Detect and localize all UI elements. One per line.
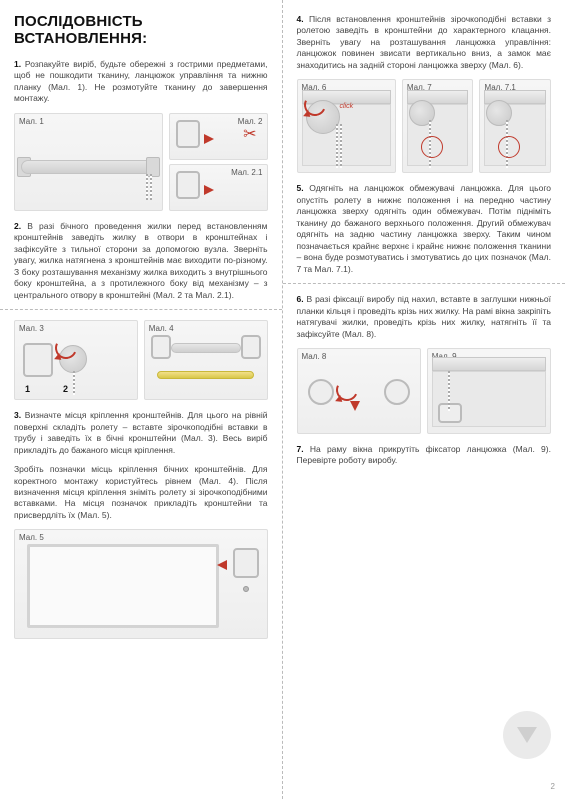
figure-6: Мал. 6 click: [297, 79, 396, 173]
figure-label: Мал. 8: [302, 352, 327, 363]
right-column: 4. Після встановлення кронштейнів зірочк…: [283, 0, 565, 799]
figure-strip-3: Мал. 5: [14, 529, 268, 639]
figure-strip-5: Мал. 8 Мал. 9: [297, 348, 552, 434]
figure-label: Мал. 5: [19, 533, 44, 544]
step-3b-text: Зробіть позначки місць кріплення бічних …: [14, 464, 268, 521]
figure-9: Мал. 9: [427, 348, 551, 434]
figure-strip-4: Мал. 6 click Мал. 7 Мал. 7.1: [297, 79, 552, 173]
step-5-text: 5. Одягніть на ланцюжок обмежувачі ланцю…: [297, 183, 552, 275]
figure-label: Мал. 1: [19, 117, 44, 128]
figure-4: Мал. 4: [144, 320, 268, 400]
step-7-text: 7. На раму вікна прикрутіть фіксатор лан…: [297, 444, 552, 467]
figure-2-1: Мал. 2.1: [169, 164, 267, 211]
figure-strip-2: Мал. 3 1 2 Мал. 4: [14, 320, 268, 400]
figure-7: Мал. 7: [402, 79, 474, 173]
figure-label: Мал. 2.1: [231, 168, 262, 179]
figure-label: Мал. 4: [149, 324, 174, 335]
instruction-page: ПОСЛІДОВНІСТЬ ВСТАНОВЛЕННЯ: 1. Розпакуйт…: [0, 0, 565, 799]
step-6-text: 6. В разі фіксації виробу під нахил, вст…: [297, 294, 552, 340]
figure-label: Мал. 3: [19, 324, 44, 335]
figure-5: Мал. 5: [14, 529, 268, 639]
figure-7-1: Мал. 7.1: [479, 79, 551, 173]
figure-8: Мал. 8: [297, 348, 421, 434]
step-1-text: 1. Розпакуйте виріб, будьте обережні з г…: [14, 59, 268, 105]
click-label: click: [340, 102, 354, 111]
page-title: ПОСЛІДОВНІСТЬ ВСТАНОВЛЕННЯ:: [14, 14, 268, 47]
scissors-icon: ✂: [243, 124, 256, 146]
figure-strip-1: Мал. 1 Мал. 2 ✂ Мал. 2.1: [14, 113, 268, 211]
figure-1: Мал. 1: [14, 113, 163, 211]
page-number: 2: [551, 782, 555, 793]
left-column: ПОСЛІДОВНІСТЬ ВСТАНОВЛЕННЯ: 1. Розпакуйт…: [0, 0, 283, 799]
step-3a-text: 3. Визначте місця кріплення кронштейнів.…: [14, 410, 268, 456]
step-2-text: 2. В разі бічного проведення жилки перед…: [14, 221, 268, 301]
watermark-icon: [503, 711, 551, 759]
step-4-text: 4. Після встановлення кронштейнів зірочк…: [297, 14, 552, 71]
figure-3: Мал. 3 1 2: [14, 320, 138, 400]
figure-2: Мал. 2 ✂: [169, 113, 267, 160]
